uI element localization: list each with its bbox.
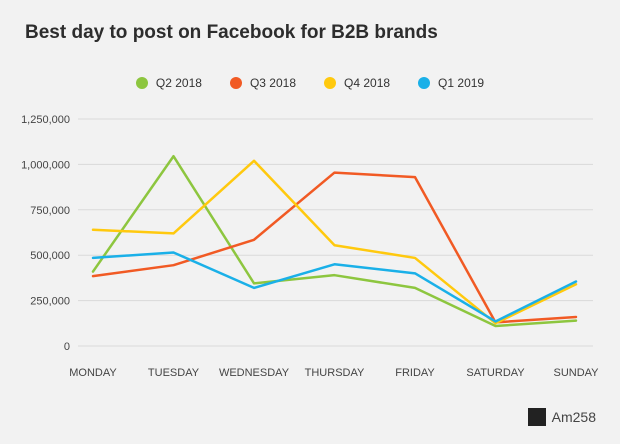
watermark-text: Am258 <box>551 409 596 425</box>
chart-title: Best day to post on Facebook for B2B bra… <box>25 22 438 43</box>
y-tick-label: 1,250,000 <box>21 114 70 126</box>
y-tick-label: 1,000,000 <box>21 159 70 171</box>
legend-label-q1-2019: Q1 2019 <box>438 76 485 90</box>
x-tick-label: FRIDAY <box>395 367 435 379</box>
watermark: Am258 <box>527 408 596 426</box>
legend-label-q2-2018: Q2 2018 <box>155 76 202 90</box>
legend-swatch-q2-2018 <box>135 77 148 89</box>
x-tick-label: WEDNESDAY <box>219 367 290 379</box>
series-line-q1-2019 <box>91 251 578 323</box>
legend-label-q3-2018: Q3 2018 <box>249 76 296 90</box>
legend-swatch-q4-2018 <box>324 77 336 89</box>
y-tick-label: 250,000 <box>30 296 70 308</box>
legend-swatch-q3-2018 <box>229 77 242 89</box>
legend-item-q1-2019: Q1 2019 <box>418 76 484 90</box>
legend-item-q4-2018: Q4 2018 <box>324 76 390 90</box>
legend-label-q4-2018: Q4 2018 <box>344 76 391 90</box>
y-tick-label: 750,000 <box>30 205 70 217</box>
y-tick-label: 0 <box>64 341 70 353</box>
chart-legend: Q2 2018 Q3 2018 Q4 2018 Q1 2019 <box>0 76 620 90</box>
y-tick-label: 500,000 <box>30 250 70 262</box>
series-line-q3-2018 <box>91 171 578 324</box>
x-tick-label: TUESDAY <box>148 367 200 379</box>
x-tick-label: SATURDAY <box>466 367 525 379</box>
x-tick-label: SUNDAY <box>553 367 599 379</box>
watermark-logo-icon <box>527 408 546 426</box>
legend-item-q3-2018: Q3 2018 <box>229 76 296 90</box>
series-line-q4-2018 <box>91 159 578 325</box>
x-tick-label: MONDAY <box>69 367 117 379</box>
legend-swatch-q1-2019 <box>418 77 431 89</box>
x-tick-label: THURSDAY <box>305 367 365 379</box>
legend-item-q2-2018: Q2 2018 <box>135 76 202 90</box>
series-line-q2-2018 <box>91 154 578 328</box>
